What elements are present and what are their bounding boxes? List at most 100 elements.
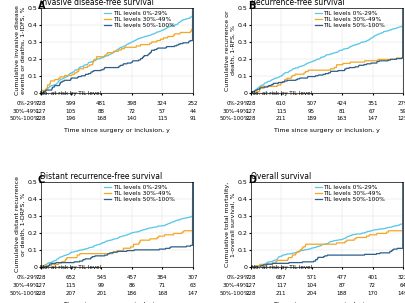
Text: C: C [37, 175, 45, 185]
TIL levels 50%-100% [140, 57, 145, 60]
Text: 457: 457 [127, 275, 137, 280]
TIL levels 50%-100% [338, 69, 343, 72]
Text: 728: 728 [245, 275, 256, 280]
TIL levels 30%-49% [275, 83, 280, 87]
Text: 125: 125 [398, 116, 405, 122]
Text: 91: 91 [189, 116, 196, 122]
TIL levels 50%-100% [288, 261, 292, 265]
Text: 228: 228 [35, 116, 46, 122]
Text: 30%-49%: 30%-49% [223, 109, 249, 114]
TIL levels 0%-29% [65, 75, 70, 78]
Text: Invasive disease-free survival: Invasive disease-free survival [40, 0, 154, 7]
Text: 398: 398 [127, 101, 137, 106]
Text: 87: 87 [339, 283, 345, 288]
TIL levels 50%-100% [65, 78, 70, 82]
TIL levels 30%-49% [107, 252, 112, 255]
Text: 228: 228 [35, 291, 46, 295]
TIL levels 50%-100% [338, 253, 343, 257]
Text: Overall survival: Overall survival [251, 172, 311, 181]
TIL levels 30%-49% [363, 59, 368, 62]
TIL levels 0%-29% [338, 48, 343, 52]
Text: 67: 67 [369, 109, 376, 114]
Y-axis label: Cumulative recurrence or
death, 1-RFS, %: Cumulative recurrence or death, 1-RFS, % [225, 10, 236, 91]
Text: 50%-100%: 50%-100% [9, 291, 39, 295]
TIL levels 30%-49% [38, 265, 43, 269]
Legend: TIL levels 0%-29%, TIL levels 30%-49%, TIL levels 50%-100%: TIL levels 0%-29%, TIL levels 30%-49%, T… [315, 11, 385, 28]
TIL levels 50%-100% [153, 248, 158, 252]
Text: 351: 351 [367, 101, 378, 106]
TIL levels 0%-29% [248, 265, 253, 269]
Text: 127: 127 [245, 283, 256, 288]
TIL levels 30%-49% [338, 63, 343, 67]
TIL levels 30%-49% [338, 241, 343, 245]
Text: 81: 81 [339, 109, 345, 114]
Line: TIL levels 30%-49%: TIL levels 30%-49% [40, 0, 193, 93]
Text: 95: 95 [308, 109, 315, 114]
TIL levels 0%-29% [128, 232, 133, 235]
Text: 50%-100%: 50%-100% [220, 291, 249, 295]
TIL levels 30%-49% [350, 60, 355, 64]
Text: 0%-29%: 0%-29% [226, 275, 249, 280]
Text: 44: 44 [189, 109, 196, 114]
Y-axis label: Cumulative invasive disease
events or deaths, 1-IDFS, %: Cumulative invasive disease events or de… [15, 5, 26, 95]
TIL levels 0%-29% [153, 225, 158, 229]
Text: 0%-29%: 0%-29% [16, 101, 39, 106]
Text: 477: 477 [337, 275, 347, 280]
Line: TIL levels 50%-100%: TIL levels 50%-100% [40, 0, 193, 93]
TIL levels 30%-49% [153, 40, 158, 44]
Text: 59: 59 [399, 109, 405, 114]
Text: Recurrence-free survival: Recurrence-free survival [251, 0, 344, 7]
Text: B: B [247, 1, 255, 11]
Text: 88: 88 [98, 109, 105, 114]
TIL levels 0%-29% [317, 245, 322, 248]
Text: 424: 424 [337, 101, 347, 106]
TIL levels 0%-29% [77, 66, 82, 69]
Text: 86: 86 [128, 283, 135, 288]
Text: 127: 127 [245, 109, 256, 114]
Text: 72: 72 [128, 109, 135, 114]
TIL levels 0%-29% [107, 238, 112, 242]
Text: 207: 207 [66, 291, 76, 295]
Text: 507: 507 [306, 101, 317, 106]
Text: 170: 170 [367, 291, 378, 295]
Text: 127: 127 [35, 283, 46, 288]
TIL levels 50%-100% [248, 265, 253, 269]
TIL levels 50%-100% [288, 78, 292, 82]
Text: 63: 63 [189, 283, 196, 288]
Text: 50%-100%: 50%-100% [220, 116, 249, 122]
TIL levels 50%-100% [38, 265, 43, 269]
TIL levels 50%-100% [128, 61, 133, 65]
Text: 30%-49%: 30%-49% [13, 109, 39, 114]
Text: 610: 610 [276, 101, 286, 106]
TIL levels 30%-49% [317, 68, 322, 72]
TIL levels 0%-29% [153, 31, 158, 35]
TIL levels 50%-100% [107, 252, 112, 255]
Y-axis label: Cumulative total mortality,
1-overall survival, %: Cumulative total mortality, 1-overall su… [225, 182, 236, 267]
Text: 252: 252 [188, 101, 198, 106]
TIL levels 30%-49% [350, 238, 355, 242]
TIL levels 0%-29% [275, 76, 280, 80]
TIL levels 30%-49% [65, 74, 70, 77]
Text: Time since surgery or inclusion, y: Time since surgery or inclusion, y [64, 302, 170, 303]
Line: TIL levels 0%-29%: TIL levels 0%-29% [251, 96, 403, 267]
TIL levels 0%-29% [350, 233, 355, 237]
Text: 728: 728 [245, 101, 256, 106]
TIL levels 0%-29% [128, 41, 133, 45]
TIL levels 0%-29% [338, 238, 343, 241]
TIL levels 30%-49% [65, 256, 70, 259]
Text: 481: 481 [96, 101, 107, 106]
Text: Time since surgery or inclusion, y: Time since surgery or inclusion, y [64, 128, 170, 133]
Text: 322: 322 [398, 275, 405, 280]
Text: Distant recurrence-free survival: Distant recurrence-free survival [40, 172, 163, 181]
Line: TIL levels 0%-29%: TIL levels 0%-29% [251, 0, 403, 93]
TIL levels 30%-49% [140, 43, 145, 46]
TIL levels 0%-29% [288, 252, 292, 256]
TIL levels 0%-29% [317, 57, 322, 61]
Text: 105: 105 [66, 109, 76, 114]
Text: 30%-49%: 30%-49% [13, 283, 39, 288]
TIL levels 0%-29% [140, 228, 145, 232]
TIL levels 0%-29% [38, 265, 43, 269]
TIL levels 50%-100% [401, 94, 405, 98]
TIL levels 30%-49% [275, 258, 280, 262]
TIL levels 50%-100% [363, 63, 368, 66]
